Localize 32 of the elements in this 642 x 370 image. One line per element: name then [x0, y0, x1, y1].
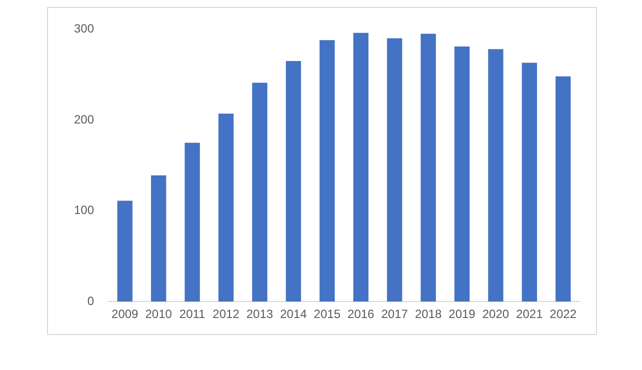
- bar: [556, 76, 571, 302]
- x-tick-label: 2021: [516, 307, 544, 322]
- bar: [454, 46, 470, 302]
- bar: [117, 200, 132, 302]
- bar: [488, 49, 504, 302]
- x-tick-label: 2019: [448, 307, 476, 322]
- bar: [420, 34, 436, 302]
- x-tick-label: 2011: [179, 307, 206, 322]
- x-tick-label: 2015: [314, 307, 341, 322]
- x-tick-label: 2017: [381, 307, 408, 322]
- x-tick-label: 2016: [348, 307, 375, 322]
- x-tick-label: 2012: [212, 307, 240, 322]
- x-tick-label: 2009: [112, 307, 139, 322]
- bar: [286, 60, 302, 302]
- y-tick-label: 200: [74, 112, 94, 126]
- bar: [184, 142, 200, 302]
- y-tick-label: 300: [74, 22, 94, 36]
- x-tick-label: 2013: [246, 307, 274, 322]
- bar: [522, 62, 538, 302]
- bar: [320, 40, 335, 302]
- x-tick-label: 2014: [280, 307, 308, 322]
- bar: [386, 38, 402, 302]
- bar: [218, 114, 234, 302]
- x-tick-label: 2022: [550, 307, 577, 322]
- x-tick-label: 2018: [414, 307, 442, 322]
- bar: [252, 82, 268, 302]
- y-tick-label: 0: [87, 294, 94, 308]
- x-tick-label: 2020: [482, 307, 510, 322]
- bar: [151, 175, 166, 302]
- y-tick-label: 100: [74, 203, 94, 218]
- x-tick-label: 2010: [145, 307, 172, 322]
- bar: [353, 32, 368, 302]
